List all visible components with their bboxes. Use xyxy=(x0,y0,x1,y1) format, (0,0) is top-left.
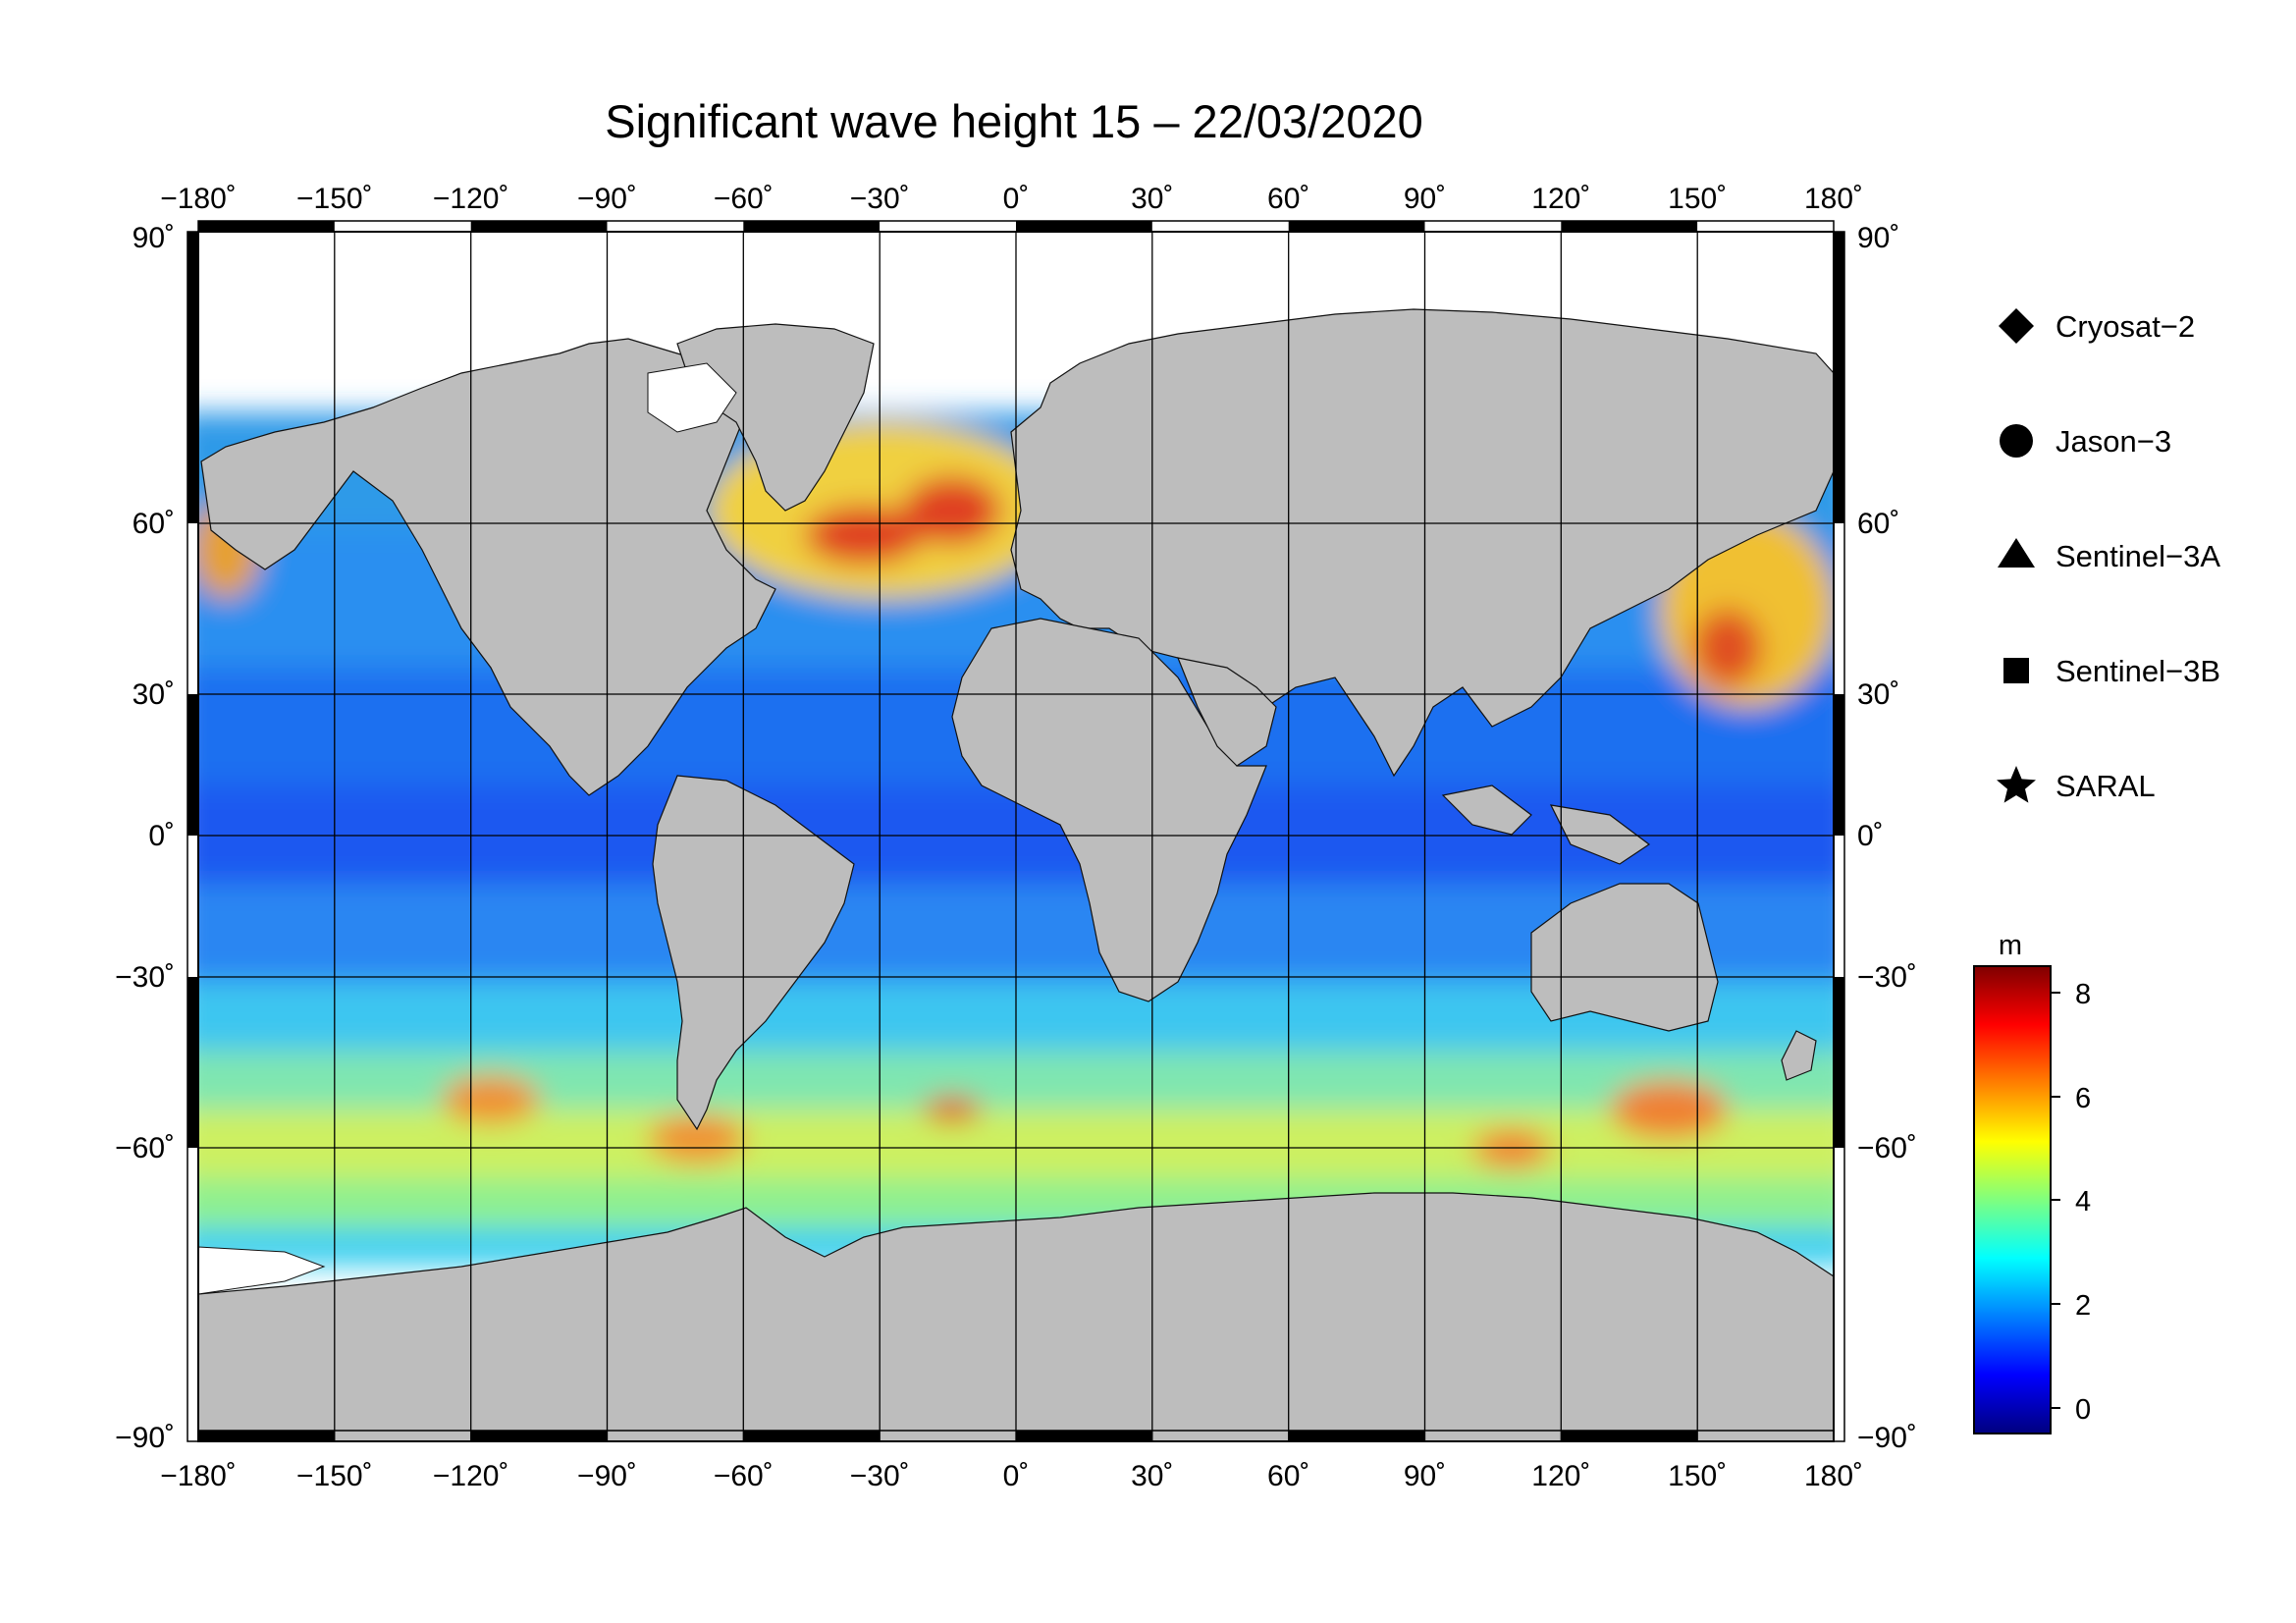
lat-label: 30˚ xyxy=(133,678,175,711)
lon-label: −150˚ xyxy=(296,183,373,215)
lat-label: −90˚ xyxy=(115,1422,175,1454)
legend-item-saral: SARAL xyxy=(1997,766,2156,803)
longitude-labels-bottom: −180˚ −150˚ −120˚ −90˚ −60˚ −30˚ 0˚ 30˚ … xyxy=(160,1460,1863,1492)
lon-label: −30˚ xyxy=(850,1460,910,1492)
lat-label: 90˚ xyxy=(133,222,175,254)
legend-label: Sentinel−3B xyxy=(2056,654,2220,688)
map-frame xyxy=(187,220,1845,1442)
lon-label: 60˚ xyxy=(1267,183,1309,215)
lat-label: −30˚ xyxy=(1857,961,1917,994)
lon-label: 30˚ xyxy=(1131,183,1173,215)
lat-label: −30˚ xyxy=(115,961,175,994)
lon-label: −180˚ xyxy=(160,1460,237,1492)
square-icon xyxy=(2003,658,2029,683)
lon-label: 0˚ xyxy=(1003,1460,1030,1492)
lon-label: 90˚ xyxy=(1404,1460,1446,1492)
lon-label: 60˚ xyxy=(1267,1460,1309,1492)
lon-label: 30˚ xyxy=(1131,1460,1173,1492)
latitude-labels-left: 90˚ 60˚ 30˚ 0˚ −30˚ −60˚ −90˚ xyxy=(115,222,175,1454)
legend-label: Cryosat−2 xyxy=(2056,309,2195,344)
circle-icon xyxy=(2000,424,2033,458)
triangle-icon xyxy=(1998,538,2035,568)
colorbar-tick-label: 8 xyxy=(2075,979,2091,1010)
map-area: −180˚ −150˚ −120˚ −90˚ −60˚ −30˚ 0˚ 30˚ … xyxy=(115,183,1917,1492)
map-title: Significant wave height 15 – 22/03/2020 xyxy=(605,95,1423,147)
lat-label: −60˚ xyxy=(115,1132,175,1164)
colorbar-tick-label: 4 xyxy=(2075,1186,2091,1217)
colorbar-gradient xyxy=(1973,965,2052,1434)
lon-label: 90˚ xyxy=(1404,183,1446,215)
lon-label: −30˚ xyxy=(850,183,910,215)
lon-label: −120˚ xyxy=(433,183,509,215)
legend-label: SARAL xyxy=(2056,769,2156,803)
lat-label: 60˚ xyxy=(133,508,175,540)
lon-label: −90˚ xyxy=(577,183,637,215)
lat-label: 60˚ xyxy=(1857,508,1899,540)
lon-label: 150˚ xyxy=(1668,183,1727,215)
graticule xyxy=(198,232,1834,1441)
sea-ice xyxy=(198,362,737,1295)
lon-label: 0˚ xyxy=(1003,183,1030,215)
legend-label: Sentinel−3A xyxy=(2056,539,2220,573)
colorbar-tick-label: 2 xyxy=(2075,1290,2091,1322)
lat-label: −90˚ xyxy=(1857,1422,1917,1454)
lon-label: 150˚ xyxy=(1668,1460,1727,1492)
colorbar-tick-label: 6 xyxy=(2075,1083,2091,1114)
lat-label: 30˚ xyxy=(1857,678,1899,711)
lat-label: 0˚ xyxy=(148,820,175,852)
lon-label: −150˚ xyxy=(296,1460,373,1492)
lon-label: −120˚ xyxy=(433,1460,509,1492)
lon-label: 120˚ xyxy=(1531,183,1590,215)
lon-label: 180˚ xyxy=(1804,1460,1863,1492)
lon-label: −60˚ xyxy=(714,1460,774,1492)
lon-label: −90˚ xyxy=(577,1460,637,1492)
lat-label: −60˚ xyxy=(1857,1132,1917,1164)
lat-label: 0˚ xyxy=(1857,820,1884,852)
colorbar: m 8 6 4 2 0 xyxy=(1973,930,2091,1434)
latitude-labels-right: 90˚ 60˚ 30˚ 0˚ −30˚ −60˚ −90˚ xyxy=(1857,222,1917,1454)
longitude-labels-top: −180˚ −150˚ −120˚ −90˚ −60˚ −30˚ 0˚ 30˚ … xyxy=(160,183,1863,215)
diamond-icon xyxy=(1999,308,2034,344)
star-icon xyxy=(1997,766,2036,803)
colorbar-tick-label: 0 xyxy=(2075,1394,2091,1426)
lon-label: 120˚ xyxy=(1531,1460,1590,1492)
lat-label: 90˚ xyxy=(1857,222,1899,254)
legend-label: Jason−3 xyxy=(2056,424,2171,459)
lon-label: −60˚ xyxy=(714,183,774,215)
colorbar-ticks xyxy=(2051,992,2060,1409)
lon-label: 180˚ xyxy=(1804,183,1863,215)
legend-item-sentinel-3a: Sentinel−3A xyxy=(1998,538,2220,573)
legend-item-cryosat-2: Cryosat−2 xyxy=(1999,308,2195,344)
colorbar-unit: m xyxy=(1999,930,2022,961)
lon-label: −180˚ xyxy=(160,183,237,215)
legend-item-sentinel-3b: Sentinel−3B xyxy=(2003,654,2220,688)
legend-item-jason-3: Jason−3 xyxy=(2000,424,2171,459)
mission-legend: Cryosat−2 Jason−3 Sentinel−3A Sentinel−3… xyxy=(1997,308,2220,803)
